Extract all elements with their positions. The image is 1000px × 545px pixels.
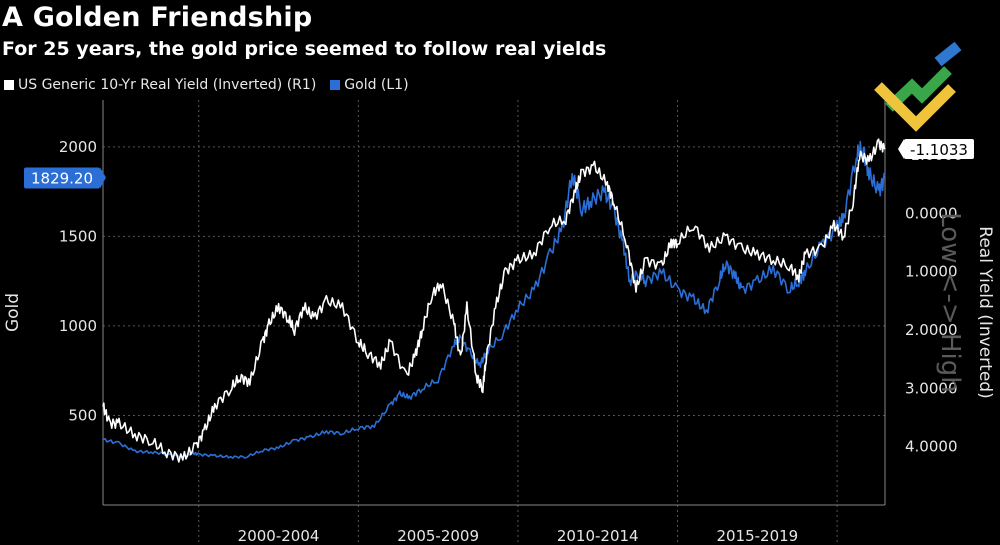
y-left-tick-label: 500 [68, 406, 97, 424]
axes [102, 100, 886, 506]
x-tick-label: 2010-2014 [557, 527, 639, 545]
y-right-tick-label: 2.0000 [905, 321, 958, 339]
x-tick-label: 2015-2019 [716, 527, 798, 545]
y-left-axis-title: Gold [3, 293, 23, 332]
y-right-tick-label: 0.0000 [905, 204, 958, 222]
legend-swatch-real-yield [4, 80, 14, 90]
y-left-tick-label: 2000 [59, 138, 97, 156]
y-right-tick-label: 1.0000 [905, 263, 958, 281]
brand-logo-icon [874, 41, 962, 132]
gridlines [103, 100, 885, 545]
chart-subtitle: For 25 years, the gold price seemed to f… [2, 38, 607, 60]
gold-last-value-badge [24, 167, 100, 189]
chart-title: A Golden Friendship [2, 2, 313, 33]
axis-labels: 500100015002000-1.00000.00001.00002.0000… [3, 138, 995, 545]
y-right-axis-title: Real Yield (Inverted) [975, 226, 995, 398]
y-left-tick-label: 1000 [59, 317, 97, 335]
real-yield-last-value-badge [904, 138, 974, 159]
gold-series-line [102, 140, 886, 459]
series-lines [102, 138, 886, 463]
y-right-tick-label: 3.0000 [905, 379, 958, 397]
real-yield-last-value-pointer [898, 138, 904, 159]
gold-last-value-label: 1829.20 [31, 169, 93, 187]
y-right-tick-label: 4.0000 [905, 438, 958, 456]
legend-item-real-yield: US Generic 10-Yr Real Yield (Inverted) (… [4, 77, 316, 93]
x-tick-label: 2005-2009 [397, 527, 479, 545]
real-yield-last-value-label: -1.1033 [910, 141, 968, 159]
legend-swatch-gold [330, 80, 341, 90]
legend-item-gold: Gold (L1) [330, 77, 409, 93]
gold-last-value-pointer [100, 167, 106, 189]
legend-label-real-yield: US Generic 10-Yr Real Yield (Inverted) (… [18, 77, 317, 93]
legend: US Generic 10-Yr Real Yield (Inverted) (… [4, 77, 423, 93]
x-tick-label: 2000-2004 [238, 527, 320, 545]
y-left-tick-label: 1500 [59, 227, 97, 245]
real-yield-series-line [102, 138, 886, 463]
legend-label-gold: Gold (L1) [344, 77, 409, 93]
watermark-text: Low <-> High [935, 212, 965, 392]
